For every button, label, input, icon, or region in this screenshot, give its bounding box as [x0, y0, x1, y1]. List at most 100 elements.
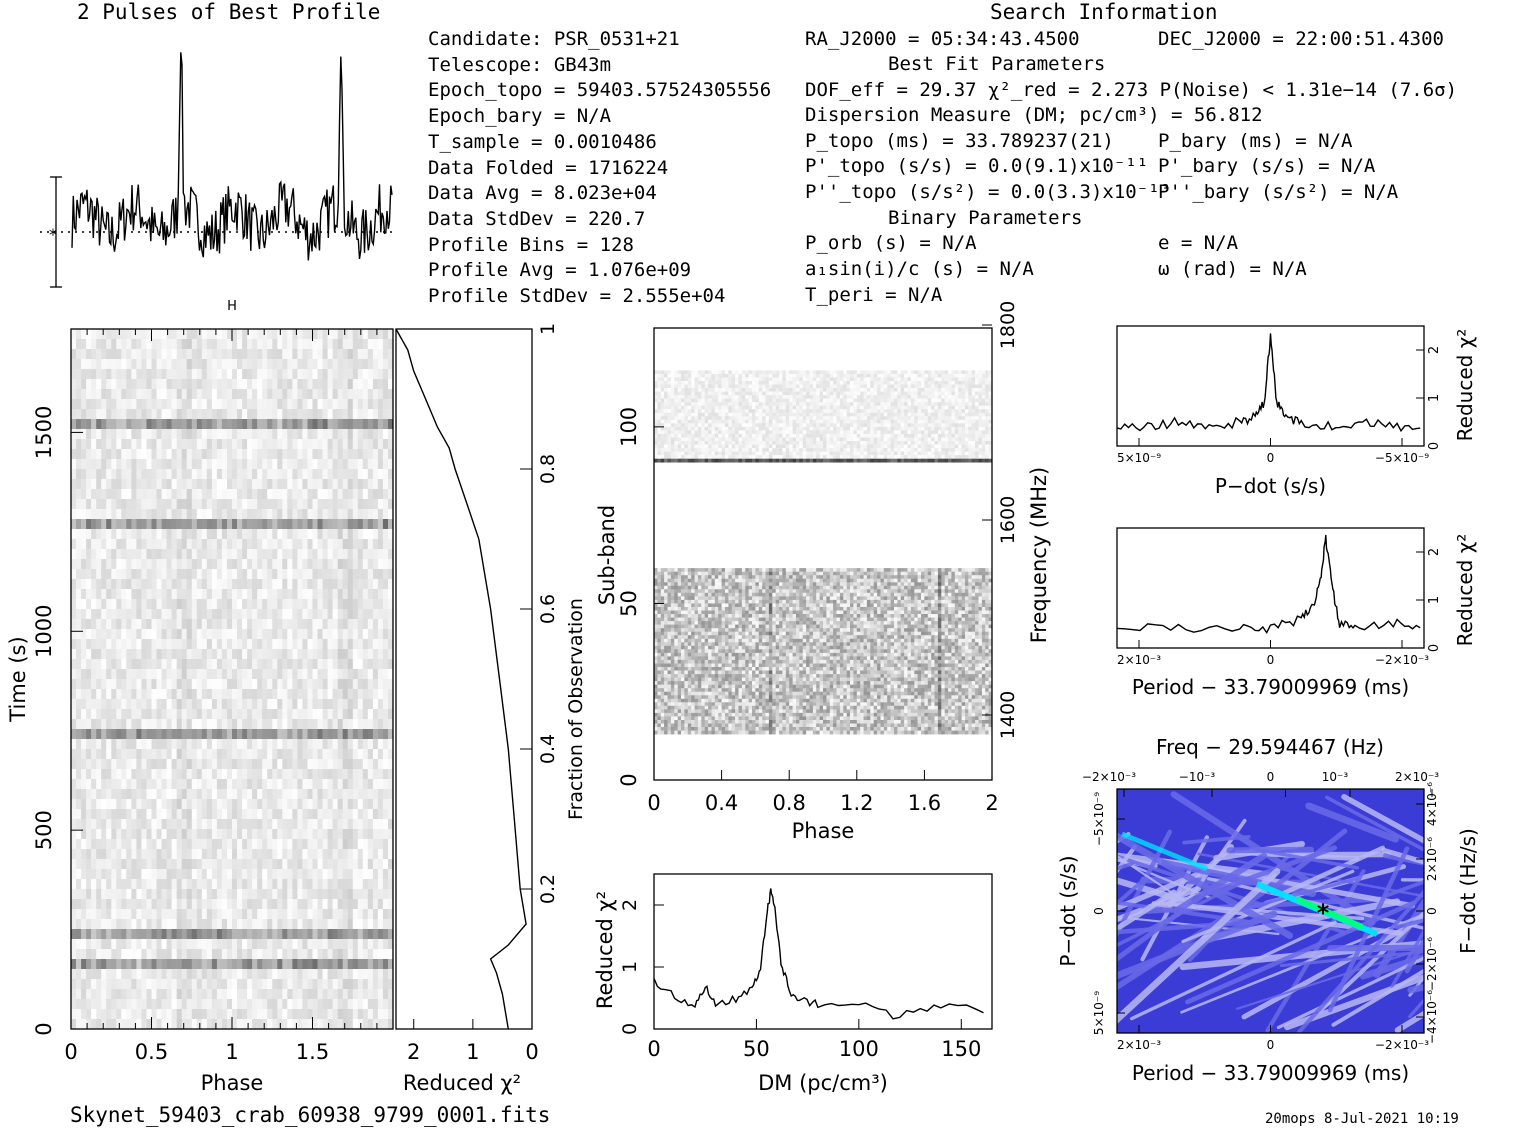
- timephase-cell: [216, 579, 223, 590]
- subband-cell: [931, 373, 935, 378]
- timephase-cell: [116, 639, 122, 650]
- timephase-cell: [247, 889, 253, 900]
- timephase-cell: [76, 489, 82, 500]
- subband-cell: [725, 370, 729, 375]
- timephase-cell: [232, 359, 238, 370]
- timephase-cell: [176, 849, 183, 860]
- timephase-cell: [297, 379, 303, 390]
- timephase-cell: [211, 389, 218, 400]
- timephase-cell: [337, 939, 344, 950]
- subband-cell: [897, 381, 902, 385]
- timephase-cell: [252, 469, 258, 480]
- timephase-cell: [372, 889, 379, 900]
- timephase-cell: [302, 329, 308, 340]
- timephase-cell: [196, 899, 203, 910]
- timephase-cell: [71, 879, 77, 890]
- timephase-cell: [347, 899, 354, 910]
- timephase-cell: [372, 449, 379, 460]
- timephase-cell: [388, 859, 394, 870]
- subband-cell: [921, 381, 925, 385]
- timephase-cell: [191, 499, 198, 510]
- timephase-cell: [237, 539, 243, 550]
- subband-cell: [752, 381, 756, 385]
- timephase-cell: [257, 879, 263, 890]
- timephase-cell: [211, 1019, 218, 1030]
- timephase-cell: [146, 569, 152, 580]
- timephase-cell: [277, 709, 283, 720]
- timephase-cell: [156, 549, 162, 560]
- timephase-cell: [156, 599, 162, 610]
- timephase-cell: [257, 369, 263, 380]
- timephase-cell: [116, 849, 122, 860]
- timephase-cell: [357, 709, 364, 720]
- timephase-cell: [282, 589, 288, 600]
- timephase-cell: [357, 589, 364, 600]
- timephase-cell: [322, 749, 328, 760]
- timephase-cell: [272, 589, 278, 600]
- timephase-cell: [81, 889, 87, 900]
- timephase-cell: [357, 539, 364, 550]
- timephase-cell: [257, 789, 263, 800]
- timephase-cell: [186, 609, 193, 620]
- timephase-cell: [357, 679, 364, 690]
- timephase-cell: [327, 699, 333, 710]
- timephase-cell: [252, 819, 258, 830]
- timephase-cell: [101, 839, 107, 850]
- timephase-cell: [181, 679, 188, 690]
- timephase-cell: [156, 389, 162, 400]
- timephase-cell: [287, 499, 293, 510]
- timephase-cell: [227, 589, 233, 600]
- subband-cell: [772, 370, 776, 375]
- timephase-cell: [221, 379, 228, 390]
- timephase-cell: [131, 1009, 137, 1020]
- timephase-cell: [86, 809, 92, 820]
- timephase-cell: [176, 569, 183, 580]
- subband-cell: [907, 377, 912, 382]
- timephase-cell: [116, 889, 122, 900]
- timephase-cell: [282, 349, 288, 360]
- timephase-cell: [181, 479, 188, 490]
- subband-cell: [829, 370, 834, 375]
- timephase-cell: [297, 349, 303, 360]
- timephase-cell: [232, 889, 238, 900]
- timephase-cell: [111, 809, 117, 820]
- timephase-cell: [191, 809, 198, 820]
- timephase-cell: [126, 1009, 132, 1020]
- timephase-cell: [121, 929, 127, 940]
- timephase-cell: [166, 809, 172, 820]
- timephase-cell: [337, 399, 344, 410]
- timephase-cell: [201, 779, 208, 790]
- dof-text: DOF_eff = 29.37 χ²_red = 2.273 P(Noise) …: [805, 79, 1458, 101]
- timephase-cell: [186, 389, 193, 400]
- timephase-cell: [161, 889, 167, 900]
- timephase-cell: [221, 559, 228, 570]
- timephase-cell: [232, 539, 238, 550]
- timephase-cell: [377, 739, 384, 750]
- timephase-cell: [292, 629, 298, 640]
- timephase-cell: [161, 489, 167, 500]
- timephase-cell: [201, 359, 208, 370]
- timephase-cell: [196, 939, 203, 950]
- timephase-cell: [91, 989, 97, 1000]
- timephase-cell: [151, 749, 157, 760]
- timephase-cell: [242, 839, 248, 850]
- timephase-cell: [71, 579, 77, 590]
- timephase-cell: [76, 349, 82, 360]
- timephase-cell: [201, 999, 208, 1010]
- timephase-cell: [317, 409, 323, 420]
- timephase-cell: [91, 649, 97, 660]
- timephase-cell: [91, 409, 97, 420]
- timephase-cell: [181, 419, 188, 430]
- timephase-cell: [166, 889, 172, 900]
- timephase-cell: [206, 679, 213, 690]
- timephase-cell: [81, 989, 87, 1000]
- timephase-cell: [111, 889, 117, 900]
- timephase-cell: [186, 919, 193, 930]
- timephase-cell: [81, 679, 87, 690]
- timephase-cell: [342, 359, 349, 370]
- timephase-cell: [76, 919, 82, 930]
- timephase-cell: [232, 509, 238, 520]
- timephase-cell: [307, 679, 313, 690]
- timephase-cell: [91, 949, 97, 960]
